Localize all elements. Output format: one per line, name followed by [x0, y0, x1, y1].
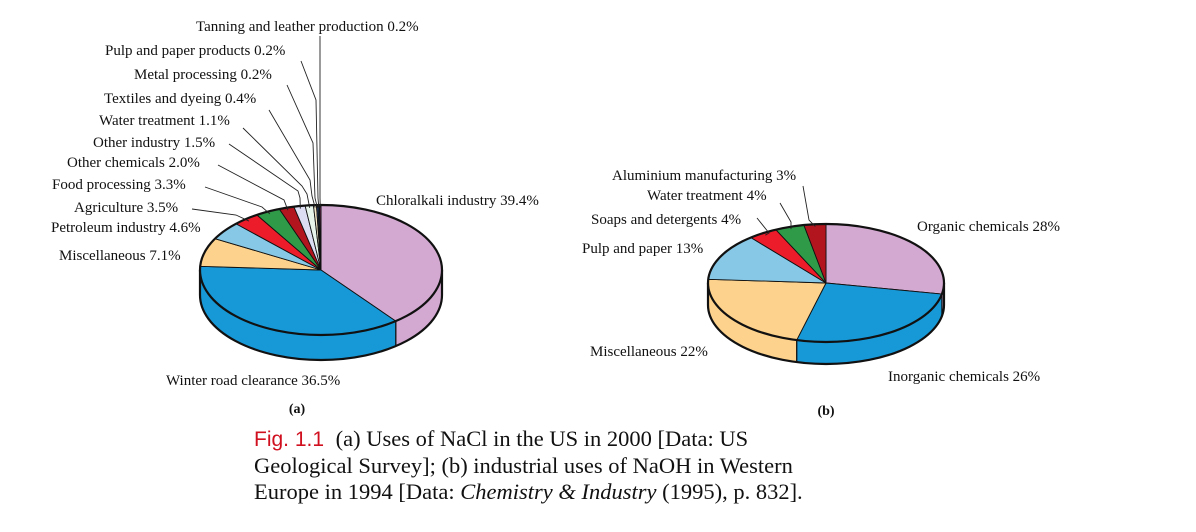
slice-label: Inorganic chemicals 26% — [888, 369, 1040, 385]
pie-chart-a: Chloralkali industry 39.4% Winter road cl… — [51, 19, 539, 389]
pie-rim-outline — [706, 283, 946, 366]
slice-label: Soaps and detergents 4% — [591, 212, 741, 228]
slice-label: Miscellaneous 7.1% — [59, 248, 181, 264]
slice-label: Petroleum industry 4.6% — [51, 220, 201, 236]
slice-label: Pulp and paper products 0.2% — [105, 43, 285, 59]
leader-line — [268, 109, 316, 208]
pie-labels: Organic chemicals 28% Inorganic chemicals… — [582, 168, 1060, 385]
leader-line — [286, 84, 318, 208]
leader-line — [779, 202, 792, 230]
slice-label: Water treatment 1.1% — [99, 113, 230, 129]
caption-journal: Chemistry & Industry — [460, 479, 657, 504]
leader-line — [242, 127, 311, 208]
pie-top-outline — [706, 222, 946, 344]
slice-label: Textiles and dyeing 0.4% — [104, 91, 256, 107]
caption-line-3a: Europe in 1994 [Data: — [254, 479, 461, 504]
slice-label: Other industry 1.5% — [93, 135, 215, 151]
pie-chart-b: Organic chemicals 28% Inorganic chemicals… — [582, 168, 1060, 385]
figure-number: Fig. 1.1 — [254, 428, 325, 451]
leader-line — [204, 186, 271, 215]
leader-line — [217, 164, 289, 211]
slice-label: Pulp and paper 13% — [582, 241, 703, 257]
leader-line — [300, 60, 320, 208]
slice-label: Tanning and leather production 0.2% — [196, 19, 419, 35]
slice-label: Chloralkali industry 39.4% — [376, 193, 539, 209]
caption-line-1: (a) Uses of NaCl in the US in 2000 [Data… — [335, 426, 749, 451]
leader-line — [191, 208, 250, 222]
pie-labels: Chloralkali industry 39.4% Winter road cl… — [51, 19, 539, 389]
leader-line — [756, 217, 770, 236]
panel-label-b: (b) — [817, 404, 834, 419]
caption-line-3b: (1995), p. 832]. — [656, 479, 803, 504]
slice-label: Organic chemicals 28% — [917, 219, 1060, 235]
leader-line — [228, 143, 301, 209]
slice-label: Food processing 3.3% — [52, 177, 186, 193]
figure-caption: Fig. 1.1 (a) Uses of NaCl in the US in 2… — [254, 426, 974, 505]
slice-label: Metal processing 0.2% — [134, 67, 272, 83]
leader-line — [802, 185, 816, 227]
pie-top-outline — [198, 203, 444, 337]
slice-label: Agriculture 3.5% — [74, 200, 178, 216]
caption-line-2: Geological Survey]; (b) industrial uses … — [254, 453, 793, 478]
pie-rim-outline — [198, 270, 444, 362]
slice-label: Winter road clearance 36.5% — [166, 373, 340, 389]
panel-label-a: (a) — [289, 402, 306, 417]
slice-label: Miscellaneous 22% — [590, 344, 708, 360]
pie-top-slices — [707, 223, 945, 343]
slice-label: Aluminium manufacturing 3% — [612, 168, 796, 184]
slice-label: Other chemicals 2.0% — [67, 155, 200, 171]
slice-label: Water treatment 4% — [647, 188, 767, 204]
